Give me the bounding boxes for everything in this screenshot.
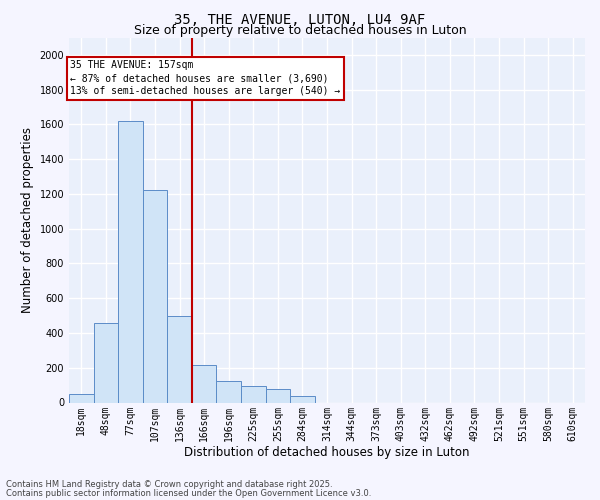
Bar	[69, 394, 94, 402]
Bar	[118, 121, 143, 402]
Bar	[290, 396, 315, 402]
Bar	[94, 322, 118, 402]
Y-axis label: Number of detached properties: Number of detached properties	[21, 127, 34, 313]
Bar	[241, 386, 266, 402]
Text: 35, THE AVENUE, LUTON, LU4 9AF: 35, THE AVENUE, LUTON, LU4 9AF	[175, 12, 425, 26]
Text: Size of property relative to detached houses in Luton: Size of property relative to detached ho…	[134, 24, 466, 37]
Bar	[143, 190, 167, 402]
Bar	[167, 316, 192, 402]
X-axis label: Distribution of detached houses by size in Luton: Distribution of detached houses by size …	[184, 446, 470, 459]
Bar	[217, 381, 241, 402]
Text: Contains HM Land Registry data © Crown copyright and database right 2025.: Contains HM Land Registry data © Crown c…	[6, 480, 332, 489]
Text: Contains public sector information licensed under the Open Government Licence v3: Contains public sector information licen…	[6, 488, 371, 498]
Bar	[266, 390, 290, 402]
Bar	[192, 365, 217, 403]
Text: 35 THE AVENUE: 157sqm
← 87% of detached houses are smaller (3,690)
13% of semi-d: 35 THE AVENUE: 157sqm ← 87% of detached …	[70, 60, 340, 96]
